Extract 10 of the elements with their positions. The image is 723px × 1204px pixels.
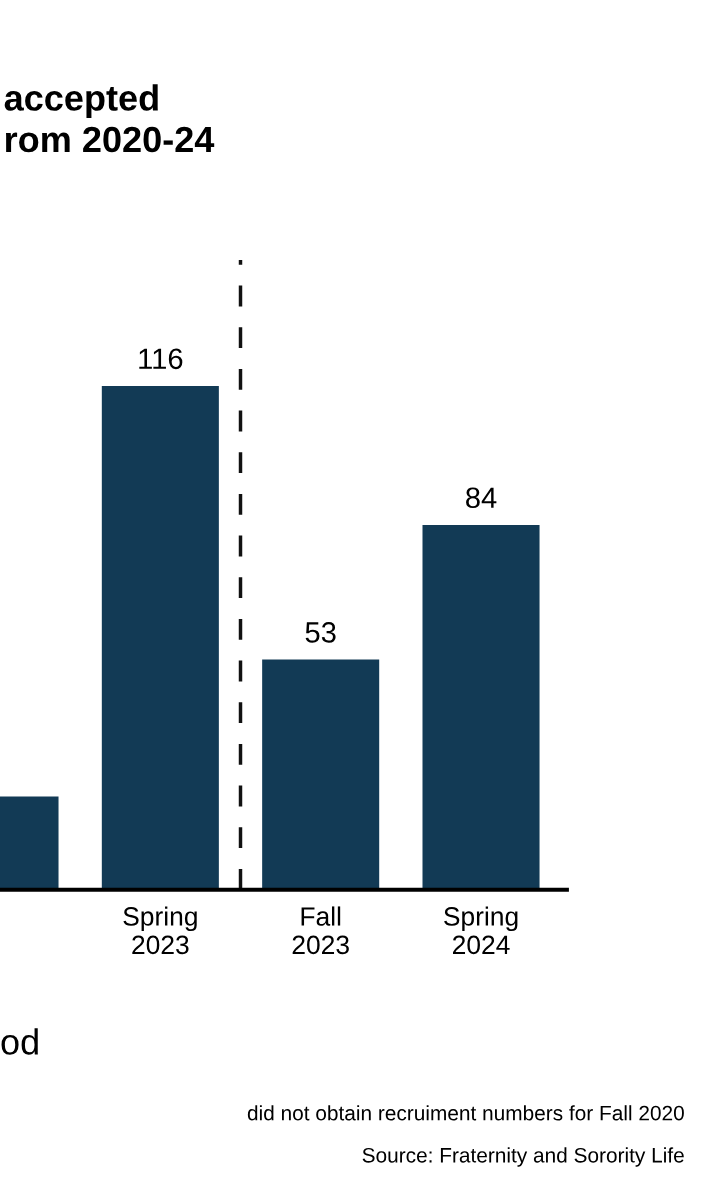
source-note: Source: Fraternity and Sorority Life [362, 1147, 684, 1167]
x-tick-label: Spring 2023 [123, 906, 197, 955]
x-tick-label: Fall 2023 [292, 906, 349, 955]
x-tick-label: Spring 2024 [444, 906, 518, 955]
chart-title: accepted rom 2020-24 [4, 84, 215, 153]
x-axis-title: od [1, 1028, 38, 1055]
data-label: 116 [139, 348, 183, 370]
data-label: 53 [305, 622, 336, 643]
text: did not obtain recruiment numbers for Fall 2020 [247, 1105, 684, 1121]
data-label: 84 [466, 487, 497, 509]
